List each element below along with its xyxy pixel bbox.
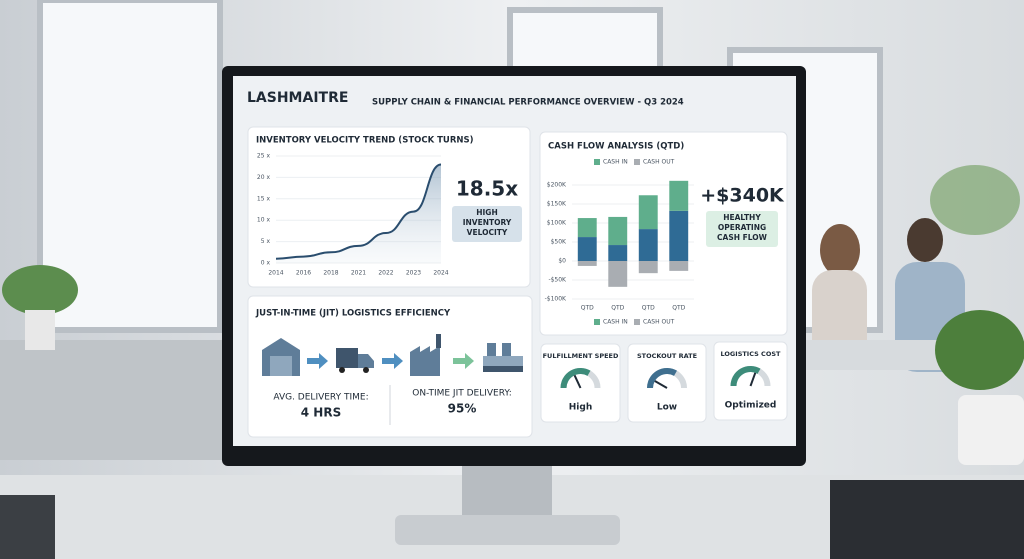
kpi-value: +$340K [700, 185, 785, 207]
kpi-label: HEALTHY [723, 213, 761, 222]
panel [247, 295, 533, 438]
bar-segment [577, 261, 597, 266]
y-tick-label: 25 x [257, 153, 271, 160]
gauge-title: FULFILLMENT SPEED [543, 352, 619, 360]
y-tick-label: 15 x [257, 195, 271, 202]
delivery-time: 4 HRS [301, 406, 341, 420]
x-tick-label: 2021 [351, 270, 366, 277]
legend-swatch [594, 319, 600, 325]
x-tick-label: 2018 [323, 270, 338, 277]
gauge-arc [560, 368, 591, 389]
y-tick-label: $150K [547, 201, 567, 208]
gauge-title: STOCKOUT RATE [637, 352, 697, 360]
on-time-label: ON-TIME JIT DELIVERY: [412, 389, 512, 399]
desk-tray [0, 495, 55, 559]
trend-line [275, 163, 442, 260]
panel-title: INVENTORY VELOCITY TREND (STOCK TURNS) [256, 136, 474, 146]
bar-segment [669, 180, 689, 211]
y-tick-label: $0 [558, 258, 566, 265]
gauges: FULFILLMENT SPEED High STOCKOUT RATE Low LOG… [540, 341, 788, 423]
brand: LASHMAITRE [247, 90, 348, 106]
kpi-badge [706, 211, 778, 247]
panel-title: JUST-IN-TIME (JIT) LOGISTICS EFFICIENCY [255, 309, 451, 319]
kpi-label: INVENTORY [463, 218, 512, 227]
gauge-card [713, 341, 788, 421]
gauge-needle [749, 372, 757, 387]
bar-segment [638, 229, 658, 261]
delivery-time-label: AVG. DELIVERY TIME: [273, 393, 368, 403]
gauge-needle [654, 380, 668, 389]
x-tick-label: QTD [611, 305, 624, 312]
gauge-status: Optimized [725, 401, 777, 411]
legend-swatch [634, 319, 640, 325]
x-tick-label: 2016 [296, 270, 311, 277]
gauge-needle [573, 374, 582, 389]
x-tick-label: 2022 [378, 270, 393, 277]
panel [247, 126, 531, 288]
legend-label: CASH IN [603, 159, 628, 166]
gauge-title: LOGISTICS COST [721, 350, 782, 358]
legend-swatch [634, 159, 640, 165]
plant-right [930, 165, 1024, 465]
gauge-arc [730, 366, 761, 387]
y-tick-label: -$100K [545, 296, 567, 303]
dashboard-title: SUPPLY CHAIN & FINANCIAL PERFORMANCE OVE… [372, 98, 684, 108]
back-desk [0, 340, 230, 460]
kpi-badge [452, 206, 522, 242]
y-tick-label: -$50K [548, 277, 567, 284]
plant-left [2, 265, 78, 350]
on-time: 95% [448, 402, 477, 416]
area [276, 164, 441, 263]
bar-segment [608, 245, 628, 261]
gauge-arc [647, 368, 677, 389]
monitor-base [395, 515, 620, 545]
panel [539, 131, 788, 336]
y-tick-label: 5 x [261, 238, 271, 245]
bar-segment [638, 195, 658, 230]
kpi-value: 18.5x [456, 177, 518, 201]
bar-segment [638, 261, 658, 274]
logistics-icons [262, 334, 523, 425]
y-tick-label: $50K [551, 239, 567, 246]
x-tick-label: QTD [672, 305, 685, 312]
gauge-status: Low [657, 403, 677, 413]
y-tick-label: 20 x [257, 174, 271, 181]
x-tick-label: QTD [642, 305, 655, 312]
bar-segment [577, 237, 597, 261]
legend-label: CASH IN [603, 319, 628, 326]
legend-label: CASH OUT [643, 159, 675, 166]
bar-segment [577, 218, 597, 238]
gauge-status: High [569, 403, 592, 413]
monitor-stand [462, 455, 552, 525]
bar-segment [669, 210, 689, 261]
x-tick-label: 2014 [268, 270, 283, 277]
y-tick-label: 10 x [257, 217, 271, 224]
bar-segment [608, 261, 628, 287]
panel-title: CASH FLOW ANALYSIS (QTD) [548, 142, 684, 152]
x-tick-label: QTD [581, 305, 594, 312]
chair [830, 480, 1024, 559]
legend-label: CASH OUT [643, 319, 675, 326]
kpi-label: HIGH [476, 208, 498, 217]
bar-segment [669, 261, 689, 271]
x-tick-label: 2024 [433, 270, 448, 277]
y-tick-label: 0 x [261, 260, 271, 267]
gauge-card [627, 343, 707, 423]
gauge-card [540, 343, 621, 423]
y-tick-label: $100K [547, 220, 567, 227]
kpi-label: CASH FLOW [717, 233, 768, 242]
panels [247, 126, 788, 438]
bar-segment [608, 216, 628, 246]
legend-swatch [594, 159, 600, 165]
kpi-label: OPERATING [718, 223, 766, 232]
kpi-label: VELOCITY [467, 228, 508, 237]
y-tick-label: $200K [547, 182, 567, 189]
x-tick-label: 2023 [406, 270, 421, 277]
